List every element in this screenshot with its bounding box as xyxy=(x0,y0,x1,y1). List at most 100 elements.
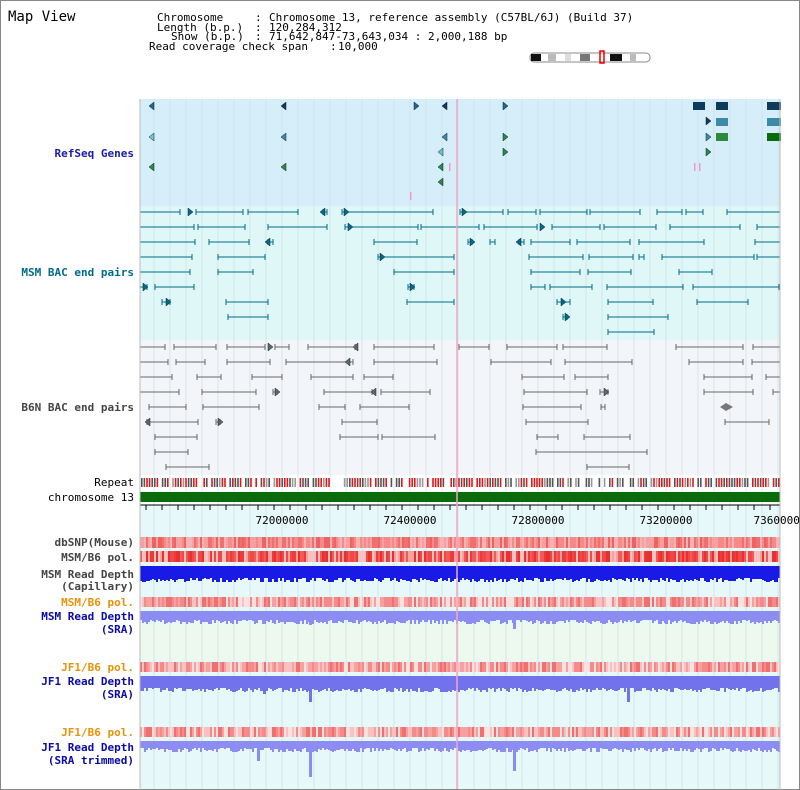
msm-capillary-depth-bar xyxy=(604,566,606,580)
jf1-b6-pol-cell xyxy=(420,662,422,672)
jf1-b6-pol-cell xyxy=(154,662,156,672)
page-title: Map View xyxy=(8,9,76,25)
jf1-b6-pol-trimmed-cell xyxy=(740,727,742,737)
msm-b6-pol-cell xyxy=(370,551,372,562)
dbsnp-cell xyxy=(464,537,466,548)
dbsnp-cell xyxy=(244,537,246,548)
msm-capillary-depth-bar xyxy=(734,566,736,581)
msm-b6-pol-cell xyxy=(732,551,734,562)
msm-b6-pol-cell xyxy=(702,551,704,562)
repeat-mark xyxy=(551,478,554,487)
msm-capillary-depth-bar xyxy=(666,566,668,578)
dbsnp-cell xyxy=(678,537,680,548)
msm-capillary-depth-bar xyxy=(214,566,216,580)
track-label-refseq[interactable]: RefSeq Genes xyxy=(54,147,134,160)
jf1-b6-pol-trimmed-cell xyxy=(654,727,656,737)
msm-b6-pol-cell xyxy=(292,551,294,562)
jf1-b6-pol-cell xyxy=(144,662,146,672)
jf1-b6-pol-cell xyxy=(364,662,366,672)
jf1-b6-pol-trimmed-cell xyxy=(644,727,646,737)
dbsnp-cell xyxy=(400,537,402,548)
repeat-mark xyxy=(146,478,148,487)
jf1-trimmed-depth-bar xyxy=(746,741,748,751)
msm-b6-pol-cell xyxy=(662,551,664,562)
jf1-sra-depth-bar xyxy=(760,676,762,688)
jf1-b6-pol-trimmed-cell xyxy=(156,727,158,737)
msm-sra-depth-bar xyxy=(530,611,532,621)
msm-b6-pol-cell xyxy=(590,551,592,562)
msm-b6-pol-sra-cell xyxy=(614,597,616,607)
msm-sra-depth-bar xyxy=(344,611,346,620)
jf1-b6-pol-cell xyxy=(516,662,518,672)
jf1-trimmed-depth-bar xyxy=(736,741,738,748)
msm-b6-pol-cell xyxy=(378,551,380,562)
msm-sra-depth-bar xyxy=(572,611,574,620)
jf1-b6-pol-trimmed-cell xyxy=(258,727,260,737)
jf1-trimmed-depth-bar xyxy=(334,741,336,751)
jf1-trimmed-depth-bar xyxy=(706,741,708,748)
msm-b6-pol-cell xyxy=(332,551,334,562)
jf1-b6-pol-cell xyxy=(664,662,666,672)
msm-capillary-depth-bar xyxy=(252,566,254,578)
chromosome-ideogram[interactable] xyxy=(529,50,651,64)
msm-capillary-depth-bar xyxy=(690,566,692,580)
jf1-b6-pol-trimmed-cell xyxy=(608,727,610,737)
repeat-mark xyxy=(585,478,588,487)
jf1-trimmed-depth-bar xyxy=(682,741,684,751)
jf1-sra-depth-bar xyxy=(168,676,170,691)
jf1-b6-pol-cell xyxy=(620,662,622,672)
msm-b6-pol-cell xyxy=(164,551,166,562)
jf1-sra-depth-bar xyxy=(454,676,456,691)
msm-sra-depth-bar xyxy=(606,611,608,623)
msm-b6-pol-cell xyxy=(522,551,524,562)
jf1-trimmed-depth-bar xyxy=(202,741,204,748)
jf1-b6-pol-trimmed-cell xyxy=(408,727,410,737)
repeat-mark xyxy=(733,478,736,487)
jf1-b6-pol-trimmed-cell xyxy=(754,727,756,737)
msm-b6-pol-cell xyxy=(698,551,700,562)
repeat-mark xyxy=(442,478,445,487)
msm-b6-pol-sra-cell xyxy=(240,597,242,607)
msm-bac-pairs[interactable] xyxy=(139,207,781,335)
msm-b6-pol-cell xyxy=(406,551,408,562)
jf1-sra-depth-bar xyxy=(756,676,758,691)
jf1-trimmed-depth-bar xyxy=(444,741,446,748)
jf1-sra-depth-bar xyxy=(398,676,400,691)
jf1-sra-depth-bar xyxy=(698,676,700,690)
jf1-b6-pol-trimmed-cell xyxy=(418,727,420,737)
jf1-b6-pol-cell xyxy=(714,662,716,672)
dbsnp-cell xyxy=(362,537,364,548)
track-label-b6n-bac[interactable]: B6N BAC end pairs xyxy=(21,401,134,414)
dbsnp-cell xyxy=(626,537,628,548)
dbsnp-cell xyxy=(530,537,532,548)
dbsnp-cell xyxy=(484,537,486,548)
jf1-trimmed-depth-bar xyxy=(358,741,360,752)
gene-marker xyxy=(437,177,444,187)
msm-b6-pol-cell xyxy=(620,551,622,562)
msm-capillary-depth-bar xyxy=(374,566,376,578)
msm-b6-pol-cell xyxy=(288,551,290,562)
msm-b6-pol-sra-cell xyxy=(596,597,598,607)
jf1-b6-pol-trimmed-cell xyxy=(430,727,432,737)
jf1-b6-pol-trimmed-cell xyxy=(338,727,340,737)
jf1-b6-pol-cell xyxy=(460,662,462,672)
msm-b6-pol-sra-cell xyxy=(326,597,328,607)
msm-b6-pol-sra-cell xyxy=(526,597,528,607)
gene-block xyxy=(716,102,728,110)
repeat-mark xyxy=(655,478,658,487)
dbsnp-cell xyxy=(394,537,396,548)
msm-capillary-depth-bar xyxy=(224,566,226,582)
repeat-mark xyxy=(229,478,231,487)
msm-b6-pol-cell xyxy=(762,551,764,562)
dbsnp-cell xyxy=(294,537,296,548)
jf1-b6-pol-cell xyxy=(362,662,364,672)
msm-sra-depth-bar xyxy=(642,611,644,620)
refseq-gene-features[interactable] xyxy=(148,101,781,200)
msm-b6-pol-sra-cell xyxy=(370,597,372,607)
dbsnp-cell xyxy=(246,537,248,548)
jf1-sra-depth-bar xyxy=(564,676,566,688)
track-label-msm-bac[interactable]: MSM BAC end pairs xyxy=(21,266,134,279)
msm-sra-depth-bar xyxy=(538,611,540,621)
dbsnp-cell xyxy=(360,537,362,548)
